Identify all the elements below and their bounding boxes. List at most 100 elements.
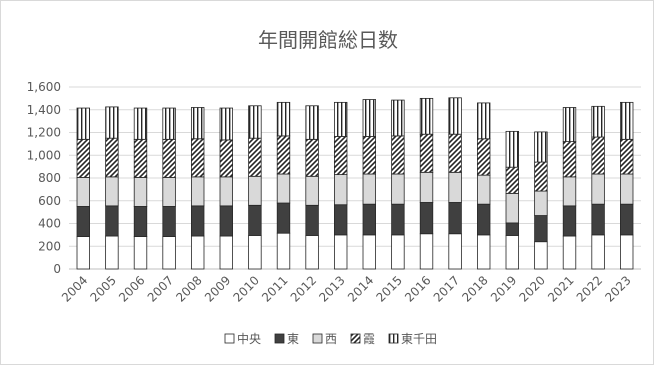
bar-segment (334, 204, 348, 236)
bar-segment (391, 234, 405, 270)
bar-segment (562, 176, 577, 207)
bar-segment (534, 131, 548, 163)
bar-segment (334, 234, 348, 270)
bar-segment (76, 138, 90, 178)
legend-label: 東千田 (401, 332, 437, 346)
bar-segment (362, 234, 376, 270)
bar-segment (620, 101, 634, 140)
bar-segment (419, 133, 434, 173)
bar-segment (391, 99, 405, 137)
bar-segment (276, 232, 291, 270)
x-tick-label: 2017 (431, 273, 462, 304)
bar-segment (620, 173, 634, 205)
y-tick-label: 1,000 (27, 148, 61, 162)
bar-segment (219, 205, 233, 237)
bar-segment (562, 107, 577, 142)
bar-segment (191, 235, 205, 270)
y-tick-label: 1,400 (27, 103, 61, 117)
bar-segment (76, 177, 90, 207)
bar-segment (505, 222, 519, 236)
bar-segment (191, 176, 205, 207)
chart-title: 年間開館総日数 (258, 28, 398, 52)
bar-segment (591, 136, 605, 175)
bar-segment (562, 235, 577, 270)
bar-segment (534, 190, 548, 216)
gridlines (69, 86, 641, 270)
x-tick-label: 2012 (288, 273, 319, 304)
x-tick-label: 2008 (173, 273, 204, 304)
bar-segment (219, 235, 233, 270)
bar-segment (334, 101, 348, 137)
x-tick-label: 2004 (59, 273, 90, 304)
bar-segment (534, 161, 548, 192)
legend-swatch (224, 333, 235, 344)
bar-segment (448, 133, 462, 173)
bar-segment (391, 173, 405, 205)
y-axis: 0 200 400 600 800 1,000 1,200 1,400 1,600 (27, 80, 61, 276)
legend-swatch (388, 333, 399, 344)
bar-segment (305, 204, 319, 236)
x-tick-label: 2005 (88, 273, 119, 304)
bar-segment (362, 173, 376, 205)
bar-segment (276, 135, 291, 175)
bar-segment (248, 175, 262, 206)
bar-segment (105, 205, 119, 237)
bars (76, 97, 634, 270)
bar-segment (620, 138, 634, 175)
bar-segment (133, 138, 148, 178)
x-tick-label: 2009 (202, 273, 233, 304)
bar-segment (591, 234, 605, 270)
x-tick-label: 2019 (488, 273, 519, 304)
bar-segment (76, 206, 90, 237)
bar-segment (334, 136, 348, 175)
legend-label: 東 (287, 332, 299, 346)
bar-segment (362, 136, 376, 175)
bar-segment (419, 171, 434, 203)
y-tick-label: 1,600 (27, 80, 61, 94)
x-tick-label: 2016 (402, 273, 433, 304)
bar-segment (591, 105, 605, 138)
bar-segment (562, 141, 577, 178)
bar-segment (219, 176, 233, 207)
bar-segment (191, 138, 205, 178)
y-tick-label: 200 (38, 239, 61, 253)
bar-segment (162, 107, 176, 140)
bar-segment (505, 235, 519, 270)
x-axis: 2004200520062007200820092010201120122013… (59, 273, 634, 304)
bar-segment (419, 233, 434, 270)
x-tick-label: 2013 (316, 273, 347, 304)
bar-segment (191, 107, 205, 140)
bar-segment (505, 192, 519, 224)
bar-segment (362, 99, 376, 137)
legend-swatch (312, 333, 323, 344)
y-tick-label: 400 (38, 217, 61, 231)
x-tick-label: 2018 (459, 273, 490, 304)
bar-segment (419, 202, 434, 235)
bar-segment (505, 166, 519, 194)
bar-segment (448, 233, 462, 270)
legend-label: 霞 (363, 332, 375, 346)
y-tick-label: 800 (38, 171, 61, 185)
bar-segment (591, 173, 605, 205)
legend-swatch (350, 333, 361, 344)
bar-segment (391, 203, 405, 236)
x-tick-label: 2023 (602, 273, 633, 304)
bar-segment (448, 171, 462, 203)
bar-segment (133, 107, 148, 140)
bar-segment (305, 175, 319, 206)
bar-segment (477, 102, 491, 140)
bar-segment (448, 202, 462, 235)
bar-segment (620, 234, 634, 270)
bar-segment (105, 106, 119, 139)
legend: 中央 東 西 霞 東千田 (224, 331, 437, 346)
bar-segment (477, 174, 491, 205)
bar-segment (477, 203, 491, 236)
x-tick-label: 2010 (231, 273, 262, 304)
bar-segment (105, 137, 119, 178)
bar-segment (362, 203, 376, 236)
bar-segment (162, 177, 176, 207)
x-tick-label: 2007 (145, 273, 176, 304)
x-tick-label: 2011 (259, 273, 290, 304)
